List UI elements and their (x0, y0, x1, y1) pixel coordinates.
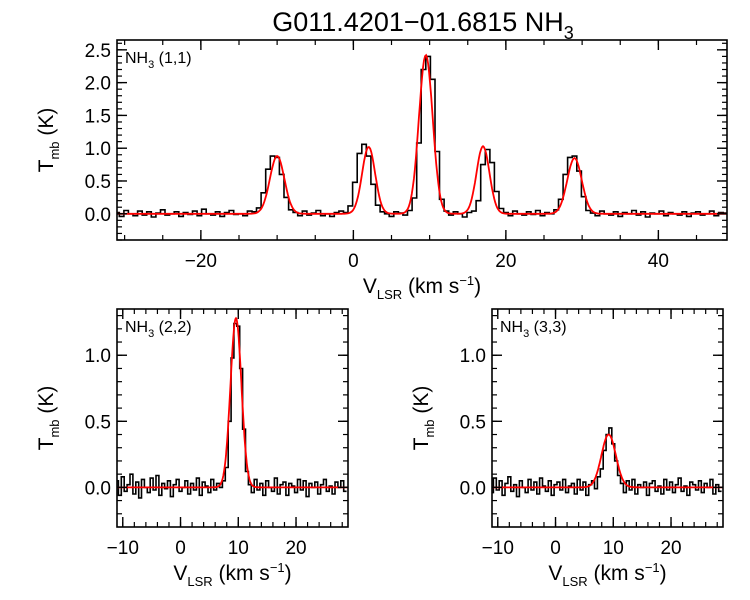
x-tick-label: −10 (107, 538, 139, 559)
y-axis-label: Tmb (K) (410, 386, 437, 451)
y-tick-label: 0.5 (85, 172, 111, 193)
observed-spectrum-series (117, 55, 727, 218)
x-axis-label: VLSR (km s−1) (363, 273, 481, 302)
panel-label-tail: (2,2) (154, 319, 191, 336)
observed-spectrum-series (117, 322, 347, 499)
plot-frame (491, 308, 724, 528)
panel-label-main: NH (500, 319, 523, 336)
panel-bottom-right: −10 0 10 20 0.0 0.5 1.0 NH3 (3,3) VLSR (km s−1) T… (410, 308, 724, 589)
fit-curve-series (117, 53, 727, 215)
panel-top: −20 0 20 40 0.0 0.5 1.0 1.5 2.0 2.5 NH3 (1,1) VLSR … (35, 39, 728, 302)
x-axis-label-sub: LSR (562, 574, 587, 589)
fit-curve-series (117, 316, 348, 489)
panel-label: NH3 (1,1) (125, 50, 192, 71)
y-tick-label: 1.0 (85, 346, 111, 367)
panel-label-tail: (1,1) (154, 50, 191, 67)
x-tick-label: 0 (348, 251, 359, 272)
y-axis-label-main: T (35, 437, 58, 450)
panel-label: NH3 (3,3) (500, 319, 567, 340)
y-axis-label-sub: mb (47, 141, 62, 159)
y-axis-label-tail: (K) (35, 386, 58, 420)
plot-frame (116, 308, 349, 528)
y-tick-label: 0.5 (85, 412, 111, 433)
panel-label: NH3 (2,2) (125, 319, 192, 340)
x-axis-label-main: V (363, 275, 377, 298)
y-tick-label: 1.0 (85, 139, 111, 160)
y-axis-label-main: T (35, 159, 58, 172)
plot-frame (116, 39, 728, 241)
y-axis-label-tail: (K) (35, 108, 58, 142)
x-axis-label-tail: (km s (213, 562, 270, 585)
x-axis-label-close: ) (660, 562, 667, 585)
figure-title: G011.4201−01.6815 NH3 (272, 7, 574, 43)
y-axis-label: Tmb (K) (35, 386, 62, 451)
y-axis-label-sub: mb (47, 419, 62, 437)
y-tick-label: 0.5 (460, 412, 486, 433)
x-tick-label: 0 (175, 538, 186, 559)
x-tick-label: 10 (603, 538, 624, 559)
x-axis-label: VLSR (km s−1) (548, 560, 666, 589)
y-tick-label: 0.0 (460, 478, 486, 499)
x-axis-label-close: ) (285, 562, 292, 585)
y-tick-label: 0.0 (85, 205, 111, 226)
x-tick-label: −10 (482, 538, 514, 559)
y-tick-label: 0.0 (85, 478, 111, 499)
fit-curve-series (492, 433, 723, 489)
panel-bottom-left: −10 0 10 20 0.0 0.5 1.0 NH3 (2,2) VLSR (km s−1) T… (35, 308, 349, 589)
x-tick-label: 20 (660, 538, 681, 559)
x-axis-label-main: V (548, 562, 562, 585)
y-axis-label-sub: mb (422, 419, 437, 437)
y-tick-label: 1.0 (460, 346, 486, 367)
x-tick-label: 20 (285, 538, 306, 559)
panel-label-sub: 3 (148, 328, 154, 340)
y-tick-label: 2.5 (85, 41, 111, 62)
x-axis-label-sup: −1 (270, 560, 285, 575)
x-axis-label-tail: (km s (402, 275, 459, 298)
panel-label-main: NH (125, 319, 148, 336)
x-tick-label: 20 (495, 251, 516, 272)
y-tick-label: 1.5 (85, 106, 111, 127)
y-axis-label: Tmb (K) (35, 108, 62, 173)
observed-spectrum-series (492, 427, 722, 498)
panel-label-sub: 3 (523, 328, 529, 340)
x-axis-label-sup: −1 (459, 273, 474, 288)
x-axis-label-sup: −1 (645, 560, 660, 575)
y-axis-label-main: T (410, 437, 433, 450)
x-tick-label: −20 (185, 251, 217, 272)
y-tick-label: 2.0 (85, 74, 111, 95)
x-tick-label: 10 (228, 538, 249, 559)
x-axis-label-tail: (km s (588, 562, 645, 585)
x-axis-label-close: ) (474, 275, 481, 298)
panel-label-main: NH (125, 50, 148, 67)
y-axis-label-tail: (K) (410, 386, 433, 420)
x-tick-label: 0 (550, 538, 561, 559)
x-axis-label-sub: LSR (377, 287, 402, 302)
x-axis-label-main: V (173, 562, 187, 585)
x-axis-label: VLSR (km s−1) (173, 560, 291, 589)
x-tick-label: 40 (648, 251, 669, 272)
panel-label-tail: (3,3) (529, 319, 566, 336)
x-axis-label-sub: LSR (187, 574, 212, 589)
panel-label-sub: 3 (148, 59, 154, 71)
